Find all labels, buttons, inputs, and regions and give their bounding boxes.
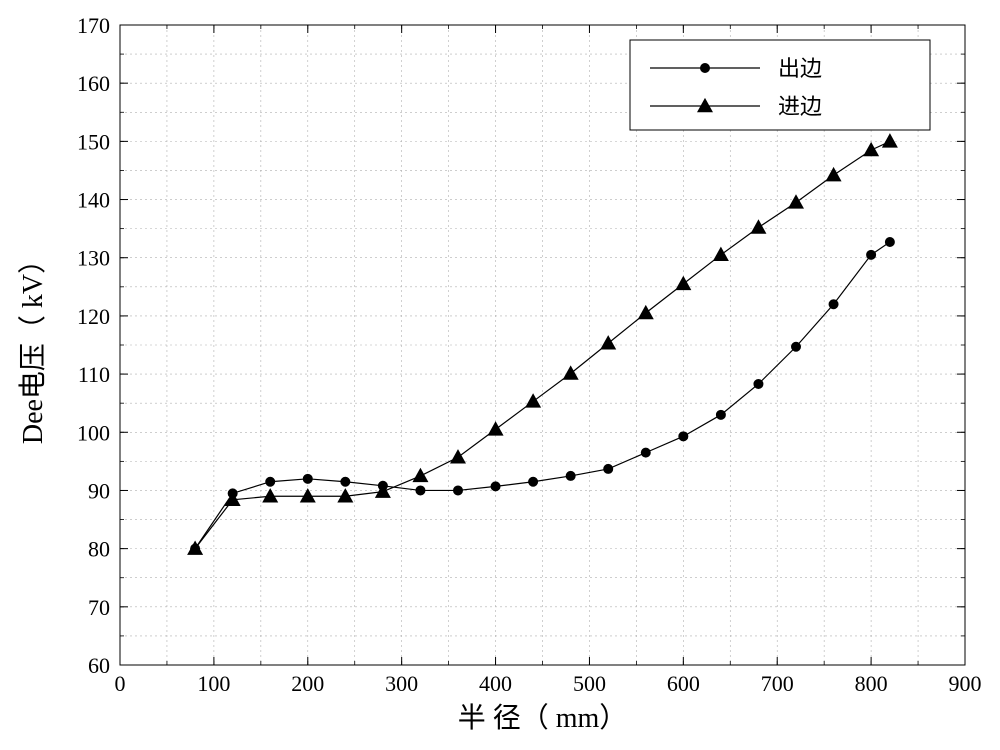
marker-circle [829,300,838,309]
xtick-label: 300 [385,671,418,696]
ytick-label: 70 [88,595,110,620]
ytick-label: 150 [77,129,110,154]
xtick-label: 400 [479,671,512,696]
marker-circle [701,64,710,73]
ytick-label: 60 [88,653,110,678]
marker-circle [716,410,725,419]
marker-circle [885,238,894,247]
ytick-label: 170 [77,13,110,38]
ytick-label: 120 [77,304,110,329]
ytick-label: 140 [77,188,110,213]
ytick-label: 160 [77,71,110,96]
marker-circle [566,471,575,480]
marker-circle [754,379,763,388]
marker-circle [454,486,463,495]
ytick-label: 100 [77,420,110,445]
legend-label: 进边 [778,94,822,119]
ytick-label: 130 [77,246,110,271]
marker-circle [529,477,538,486]
marker-circle [641,448,650,457]
marker-circle [604,464,613,473]
marker-circle [679,432,688,441]
ytick-label: 110 [78,362,110,387]
marker-circle [416,486,425,495]
y-axis-label: Dee电压（ kV） [17,246,49,444]
xtick-label: 900 [949,671,982,696]
marker-circle [303,474,312,483]
xtick-label: 500 [573,671,606,696]
ytick-label: 90 [88,478,110,503]
xtick-label: 800 [855,671,888,696]
xtick-label: 700 [761,671,794,696]
xtick-label: 100 [197,671,230,696]
marker-circle [266,477,275,486]
marker-circle [341,477,350,486]
chart-root: 0 100 200 300 400 500 600 700 800 900 60 70 80 90 100 1… [0,0,1000,750]
xtick-label: 0 [115,671,126,696]
xtick-label: 200 [291,671,324,696]
marker-circle [792,342,801,351]
marker-circle [867,250,876,259]
chart-svg: 0 100 200 300 400 500 600 700 800 900 60 70 80 90 100 1… [0,0,1000,750]
legend-label: 出边 [778,56,822,81]
xtick-label: 600 [667,671,700,696]
marker-circle [491,482,500,491]
x-axis-label: 半 径（ mm） [458,702,628,734]
ytick-label: 80 [88,537,110,562]
